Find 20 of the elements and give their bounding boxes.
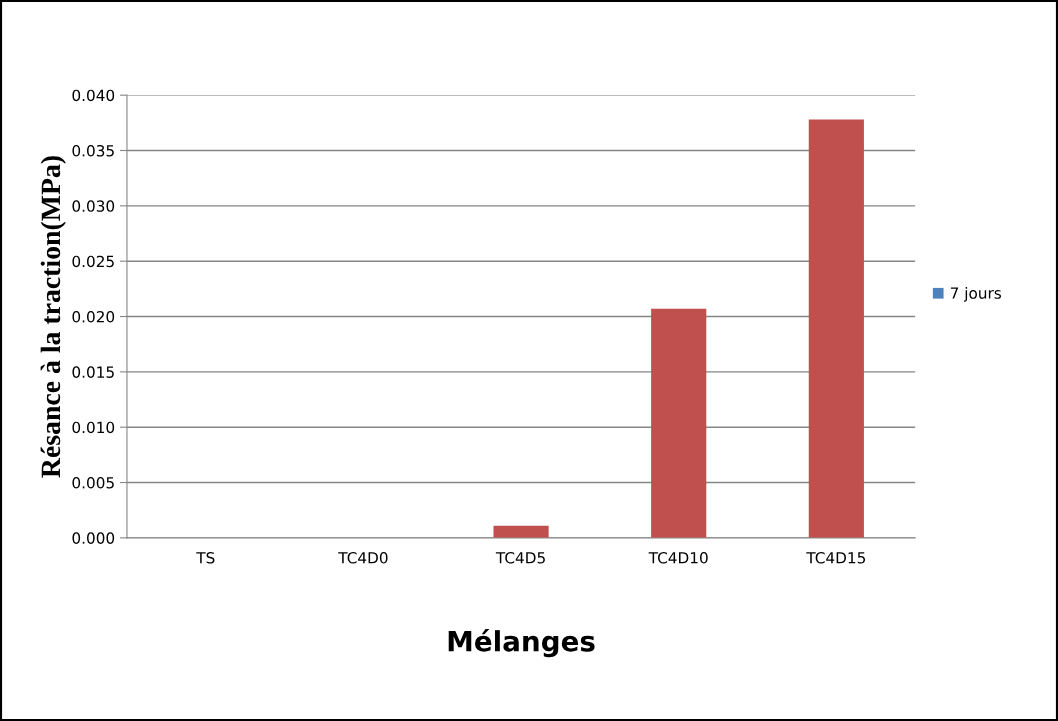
text: 7 jours — [950, 286, 1002, 302]
x-tick-label: TC4D0 — [338, 552, 388, 564]
y-tick-label: 0.025 — [72, 255, 114, 268]
y-tick-label: 0.020 — [72, 310, 115, 323]
x-axis-title: Mélanges — [448, 629, 595, 658]
y-tick-label: 0.000 — [72, 532, 115, 544]
bar — [651, 308, 707, 538]
x-tick-label: TC4D10 — [648, 552, 708, 564]
x-tick-label: TS — [196, 552, 215, 564]
bar — [493, 525, 549, 538]
y-axis-title: Résance à la traction(MPa) — [40, 156, 66, 478]
y-tick-label: 0.030 — [72, 200, 115, 212]
y-tick-label: 0.035 — [72, 144, 114, 157]
x-tick-label: TC4D5 — [495, 552, 545, 564]
x-tick-label: TC4D15 — [806, 552, 866, 564]
bar — [808, 119, 864, 538]
y-tick-label: 0.005 — [72, 476, 114, 489]
y-tick-label: 0.010 — [72, 421, 115, 434]
y-tick-label: 0.040 — [72, 89, 115, 102]
y-tick-label: 0.015 — [72, 366, 114, 378]
